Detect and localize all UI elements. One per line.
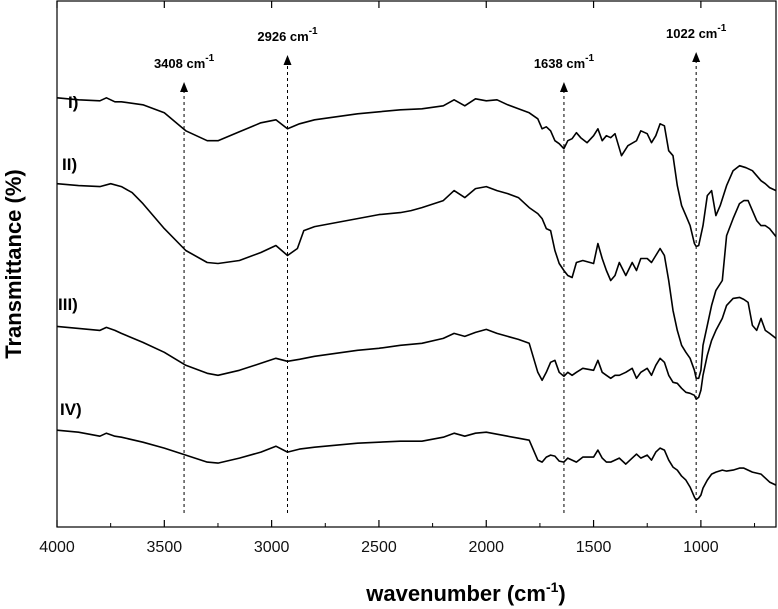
- annotation-arrow: [180, 82, 189, 92]
- series-label-3: III): [58, 295, 78, 314]
- series-label-1: I): [68, 93, 78, 112]
- plot-frame: [56, 0, 777, 528]
- annotation-label: 3408 cm-1: [154, 53, 215, 71]
- x-tick-label: 3500: [147, 539, 183, 556]
- y-axis-title: Transmittance (%): [1, 169, 26, 359]
- x-tick-label: 3000: [254, 539, 290, 556]
- series-label-2: II): [62, 155, 77, 174]
- annotation-label: 1022 cm-1: [666, 23, 727, 41]
- x-tick-label: 1000: [683, 539, 719, 556]
- series-line-1: [56, 97, 777, 248]
- annotation-arrow: [559, 82, 568, 92]
- x-axis-title: wavenumber (cm-1): [365, 579, 566, 606]
- x-tick-label: 1500: [576, 539, 612, 556]
- annotation-arrow: [692, 52, 701, 62]
- series-label-4: IV): [60, 400, 82, 419]
- annotation-label: 1638 cm-1: [534, 53, 595, 71]
- x-tick-label: 2500: [361, 539, 397, 556]
- annotation-label: 2926 cm-1: [257, 26, 318, 44]
- series-line-4: [56, 429, 777, 501]
- x-tick-label: 2000: [468, 539, 504, 556]
- x-tick-label: 4000: [39, 539, 75, 556]
- series-line-3: [56, 296, 777, 400]
- annotation-arrow: [283, 55, 292, 65]
- series-line-2: [56, 182, 777, 380]
